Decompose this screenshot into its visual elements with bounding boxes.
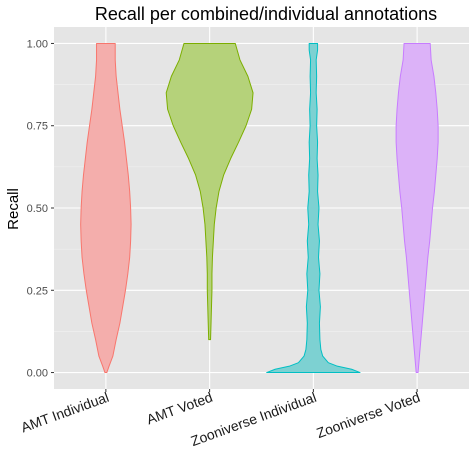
y-tick-label: 0.00: [27, 368, 48, 380]
y-tick-label: 0.25: [27, 285, 48, 297]
chart-title: Recall per combined/individual annotatio…: [95, 4, 437, 24]
violins: [80, 42, 439, 374]
x-tick-label: Zooniverse Voted: [314, 389, 422, 441]
violin-zooniverse-voted: [395, 42, 439, 374]
x-tick-label: AMT Individual: [19, 389, 111, 436]
y-tick-label: 1.00: [27, 38, 48, 50]
y-axis: 0.00 0.25 0.50 0.75 1.00: [27, 38, 54, 380]
y-tick-label: 0.75: [27, 121, 48, 133]
x-tick-label: AMT Voted: [144, 389, 214, 428]
violin-amt-voted: [165, 42, 254, 341]
violin-zooniverse-individual: [266, 42, 361, 374]
violin-amt-individual: [80, 42, 132, 374]
y-axis-title: Recall: [5, 188, 22, 230]
y-tick-label: 0.50: [27, 203, 48, 215]
